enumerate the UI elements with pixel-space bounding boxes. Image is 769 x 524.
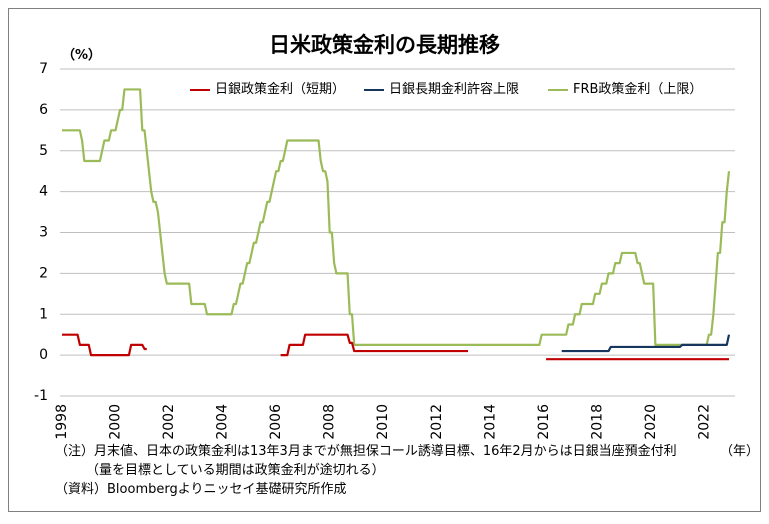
y-axis-unit-label: （%） bbox=[62, 48, 102, 63]
x-tick-label: 2016 bbox=[536, 404, 552, 440]
y-tick-label: 2 bbox=[39, 265, 48, 281]
y-tick-label: 0 bbox=[39, 347, 48, 363]
y-tick-label: 7 bbox=[39, 61, 48, 77]
x-tick-label: 2004 bbox=[215, 404, 231, 440]
x-tick-label: 2020 bbox=[643, 404, 659, 440]
y-tick-label: 3 bbox=[39, 225, 48, 241]
legend-swatch-boj-policy-rate bbox=[190, 89, 210, 91]
boj-long-rate-cap-line bbox=[561, 334, 731, 353]
x-tick-label: 2000 bbox=[108, 404, 124, 440]
chart-frame bbox=[8, 8, 761, 512]
x-tick-label: 1998 bbox=[54, 404, 70, 440]
x-tick-label: 2006 bbox=[268, 404, 284, 440]
y-tick-label: 1 bbox=[39, 306, 48, 322]
gridlines bbox=[60, 68, 735, 397]
x-tick-label: 2010 bbox=[375, 404, 391, 440]
boj-policy-rate-line bbox=[62, 333, 729, 361]
legend-swatch-boj-long-rate-cap bbox=[364, 89, 384, 91]
legend-item-frb-policy-rate: FRB政策金利（上限） bbox=[548, 82, 702, 98]
chart-title: 日米政策金利の長期推移 bbox=[269, 33, 500, 57]
y-tick-label: 4 bbox=[39, 184, 48, 200]
y-tick-label: 5 bbox=[39, 143, 48, 159]
x-tick-label: 2014 bbox=[482, 404, 498, 440]
legend-label-boj-long-rate-cap: 日銀長期金利許容上限 bbox=[389, 82, 520, 97]
y-tick-label: 6 bbox=[39, 102, 48, 118]
frb-policy-rate-line bbox=[62, 88, 731, 347]
x-tick-label: 2022 bbox=[696, 404, 712, 440]
x-tick-label: 2002 bbox=[161, 404, 177, 440]
legend-item-boj-policy-rate: 日銀政策金利（短期） bbox=[190, 82, 345, 98]
note-line-2: （量を目標としている期間は政策金利が途切れる） bbox=[86, 463, 385, 478]
legend-swatch-frb-policy-rate bbox=[548, 89, 568, 91]
x-tick-label: 2008 bbox=[322, 404, 338, 440]
legend-label-frb-policy-rate: FRB政策金利（上限） bbox=[573, 82, 703, 97]
note-line-1: （注）月末値、日本の政策金利は13年3月までが無担保コール誘導目標、16年2月か… bbox=[55, 444, 677, 459]
y-tick-label: -1 bbox=[34, 388, 48, 404]
x-axis-unit-label: （年） bbox=[720, 444, 760, 459]
legend-label-boj-policy-rate: 日銀政策金利（短期） bbox=[215, 82, 346, 97]
legend-item-boj-long-rate-cap: 日銀長期金利許容上限 bbox=[364, 82, 519, 98]
source-note: （資料）Bloombergよりニッセイ基礎研究所作成 bbox=[55, 482, 347, 497]
x-tick-label: 2018 bbox=[589, 404, 605, 440]
x-tick-label: 2012 bbox=[429, 404, 445, 440]
